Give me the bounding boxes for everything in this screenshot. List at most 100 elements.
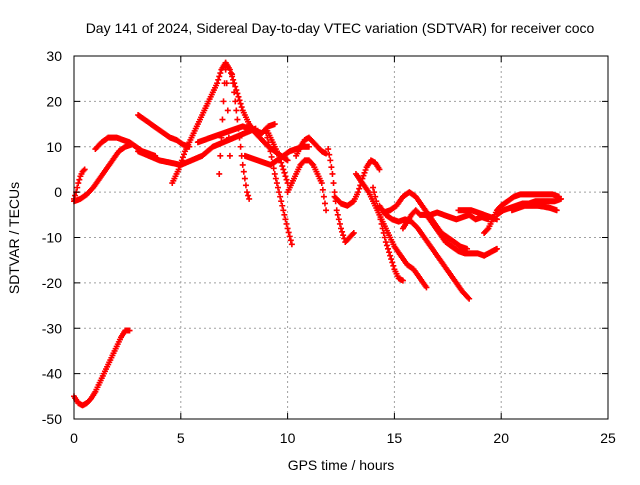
data-point [465,294,472,301]
data-point [280,166,287,173]
data-point [271,121,278,128]
data-point [234,90,241,97]
data-point [215,76,222,83]
data-point [283,176,290,183]
data-point [350,229,357,236]
data-point [383,242,390,249]
data-point [370,184,377,191]
data-point [226,152,233,159]
data-point [336,220,343,227]
series-arc-6 [135,125,259,168]
tick-layer: 0 5 10 15 20 25 -50 -40 -30 -20 -10 0 10 20 30 [42,48,616,446]
series-arc-11 [194,121,278,146]
data-point [81,166,88,173]
data-point [229,71,236,78]
data-point [227,70,234,77]
x-tick-label: 10 [280,430,296,446]
data-point [333,207,340,214]
data-point [264,134,271,141]
data-point [270,165,277,172]
series-arc-26 [481,191,562,236]
data-point [329,170,336,177]
data-point [323,150,330,157]
data-point [234,116,241,123]
data-point [175,166,182,173]
data-point [338,225,344,232]
data-point [340,232,347,239]
data-point [377,216,384,223]
data-point [356,185,363,192]
x-tick-label: 5 [177,430,185,446]
data-point [387,252,394,259]
data-point [388,256,395,263]
series-arc-18 [331,157,383,209]
data-point [373,198,380,205]
data-point [280,207,287,214]
data-point [282,216,289,223]
data-point [328,164,335,171]
y-tick-label: -20 [42,275,62,291]
data-point [553,207,560,214]
grid-layer [74,56,608,419]
data-point [318,180,325,187]
data-point [126,327,133,334]
chart-title: Day 141 of 2024, Sidereal Day-to-day VTE… [86,20,595,36]
data-point [178,157,185,164]
data-point [239,161,246,168]
data-point [273,180,280,187]
data-point [283,220,290,227]
data-point [245,192,252,199]
data-point [277,193,284,200]
data-point [176,163,183,170]
data-point [276,189,283,196]
data-point [464,245,471,252]
data-point [285,229,292,236]
data-layer [71,59,565,409]
data-point [360,172,367,179]
data-point [466,295,473,302]
data-point [237,143,244,150]
data-point [326,151,333,158]
data-point [372,193,379,200]
y-tick-label: 20 [46,93,62,109]
data-point [278,198,285,205]
data-point [216,73,223,80]
data-point [378,220,385,227]
data-point [268,153,275,160]
data-point [286,233,293,240]
data-point [267,148,274,155]
series-arc-16 [284,157,330,214]
series-arc-29 [481,245,500,259]
data-point [237,100,244,107]
data-point [233,107,240,114]
data-point [321,200,328,207]
data-point [244,189,251,196]
data-point [181,151,188,158]
data-point [220,98,227,105]
data-point [266,143,273,150]
data-point [241,175,248,182]
data-point [339,228,346,235]
data-point [223,80,230,87]
data-point [382,239,389,246]
series-arc-23 [380,189,471,252]
data-point [278,159,285,166]
series-arc-15 [293,134,330,159]
data-point [335,216,342,223]
y-tick-label: -10 [42,230,62,246]
series-arc-9 [216,66,233,177]
data-point [284,157,291,164]
data-point [232,98,239,105]
data-point [80,167,87,174]
data-point [235,93,242,100]
data-point [320,193,327,200]
x-tick-label: 15 [387,430,403,446]
data-point [274,184,281,191]
data-point [236,97,243,104]
data-point [305,143,312,150]
data-point [76,176,83,183]
series-arc-10 [229,71,253,202]
data-point [179,154,186,161]
series-arc-3 [71,141,135,205]
